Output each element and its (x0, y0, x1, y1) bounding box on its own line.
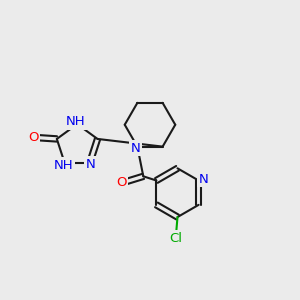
Text: O: O (28, 131, 38, 144)
Text: O: O (116, 176, 126, 189)
Text: N: N (85, 158, 95, 171)
Text: N: N (131, 142, 141, 154)
Text: N: N (199, 172, 209, 185)
Text: Cl: Cl (169, 232, 182, 245)
Text: NH: NH (53, 159, 73, 172)
Text: NH: NH (66, 115, 86, 128)
